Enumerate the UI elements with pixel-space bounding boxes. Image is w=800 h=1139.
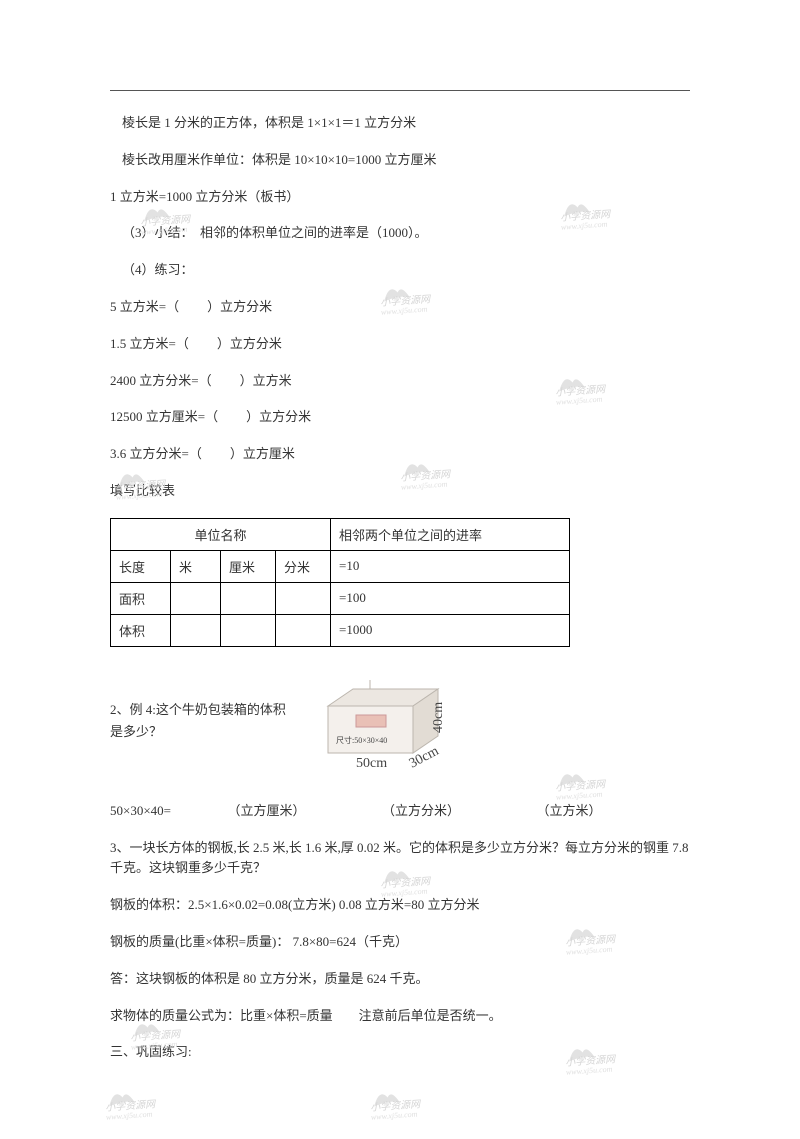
table-cell: 长度 [111,550,171,582]
table-cell: 面积 [111,582,171,614]
text-line: 填写比较表 [110,481,690,502]
box-dim-text: 尺寸:50×30×40 [336,735,387,745]
table-cell: =10 [331,550,570,582]
table-cell: 米 [171,550,221,582]
unit-label: （立方分米） [382,803,460,818]
text-line: 棱长改用厘米作单位：体积是 10×10×10=1000 立方厘米 [110,150,690,171]
table-cell: =100 [331,582,570,614]
answer-line: 求物体的质量公式为：比重×体积=质量 注意前后单位是否统一。 [110,1006,690,1027]
table-cell: =1000 [331,614,570,646]
section-heading: 三、巩固练习: [110,1042,690,1063]
example-line: 2、例 4:这个牛奶包装箱的体积 [110,702,286,717]
table-cell [276,614,331,646]
practice-prefix: 1.5 立方米=（ [110,336,189,351]
question-3: 3、一块长方体的钢板,长 2.5 米,长 1.6 米,厚 0.02 米。它的体积… [110,838,690,880]
practice-prefix: 12500 立方厘米=（ [110,409,218,424]
blank-field[interactable] [179,297,207,318]
text-line: （3）小结： 相邻的体积单位之间的进率是（1000）。 [110,223,690,244]
table-row: 面积 =100 [111,582,570,614]
blank-field[interactable] [202,444,230,465]
box-label-patch [356,715,386,727]
milk-box-figure: 尺寸:50×30×40 50cm 30cm 40cm [308,671,478,771]
unit-label: （立方米） [537,803,602,818]
practice-line: 1.5 立方米=（ ）立方分米 [110,334,690,355]
table-cell: 厘米 [221,550,276,582]
calc-expr: 50×30×40= [110,803,171,818]
blank-field[interactable] [189,334,217,355]
box-width-label: 50cm [356,756,387,771]
practice-suffix: ）立方分米 [217,336,282,351]
top-rule [110,90,690,91]
document-page: 棱长是 1 分米的正方体，体积是 1×1×1＝1 立方分米 棱长改用厘米作单位：… [0,0,800,1139]
table-row: 单位名称 相邻两个单位之间的进率 [111,518,570,550]
table-header: 单位名称 [111,518,331,550]
practice-line: 12500 立方厘米=（ ）立方分米 [110,407,690,428]
box-height-label: 40cm [431,702,446,733]
table-row: 体积 =1000 [111,614,570,646]
example-text: 2、例 4:这个牛奶包装箱的体积 是多少？ [110,699,290,743]
practice-prefix: 3.6 立方分米=（ [110,446,202,461]
practice-suffix: ）立方分米 [207,299,272,314]
practice-suffix: ）立方分米 [246,409,311,424]
practice-prefix: 5 立方米=（ [110,299,179,314]
table-cell: 分米 [276,550,331,582]
text-line: （4）练习： [110,260,690,281]
practice-line: 3.6 立方分米=（ ）立方厘米 [110,444,690,465]
box-front [328,706,413,753]
example-4: 2、例 4:这个牛奶包装箱的体积 是多少？ 尺寸:50×30×40 50cm 3… [110,671,690,771]
table-cell [221,582,276,614]
blank-field[interactable] [218,407,246,428]
table-header: 相邻两个单位之间的进率 [331,518,570,550]
comparison-table: 单位名称 相邻两个单位之间的进率 长度 米 厘米 分米 =10 面积 =100 … [110,518,570,647]
table-row: 长度 米 厘米 分米 =10 [111,550,570,582]
practice-suffix: ）立方米 [240,373,292,388]
text-line: 棱长是 1 分米的正方体，体积是 1×1×1＝1 立方分米 [110,113,690,134]
unit-label: （立方厘米） [228,803,306,818]
practice-prefix: 2400 立方分米=（ [110,373,212,388]
practice-suffix: ）立方厘米 [230,446,295,461]
table-cell [221,614,276,646]
text-line: 1 立方米=1000 立方分米（板书） [110,187,690,208]
blank-field[interactable] [212,371,240,392]
practice-line: 2400 立方分米=（ ）立方米 [110,371,690,392]
table-cell [171,614,221,646]
example-line: 是多少？ [110,724,162,739]
table-cell [276,582,331,614]
answer-line: 钢板的质量(比重×体积=质量)： 7.8×80=624（千克） [110,932,690,953]
box-svg: 尺寸:50×30×40 50cm 30cm 40cm [308,671,478,771]
table-cell [171,582,221,614]
table-cell: 体积 [111,614,171,646]
practice-line: 5 立方米=（ ）立方分米 [110,297,690,318]
answer-line: 钢板的体积：2.5×1.6×0.02=0.08(立方米) 0.08 立方米=80… [110,895,690,916]
answer-line: 答：这块钢板的体积是 80 立方分米，质量是 624 千克。 [110,969,690,990]
calc-line: 50×30×40= （立方厘米） （立方分米） （立方米） [110,801,690,822]
